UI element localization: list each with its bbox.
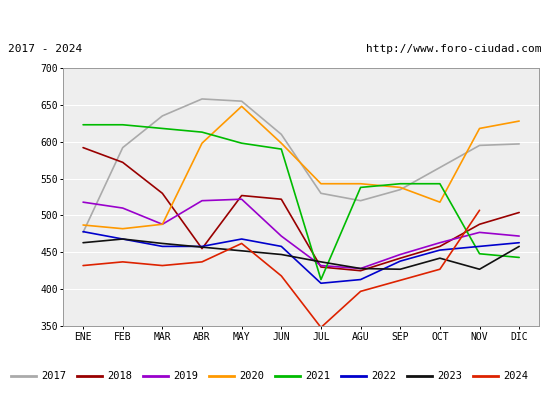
Text: Evolucion del paro registrado en El Espinar: Evolucion del paro registrado en El Espi… <box>95 10 455 24</box>
Text: 2020: 2020 <box>239 371 264 381</box>
Text: 2022: 2022 <box>371 371 396 381</box>
Text: 2021: 2021 <box>305 371 330 381</box>
Text: http://www.foro-ciudad.com: http://www.foro-ciudad.com <box>366 44 542 54</box>
Text: 2017 - 2024: 2017 - 2024 <box>8 44 82 54</box>
Text: 2019: 2019 <box>173 371 198 381</box>
Text: 2023: 2023 <box>437 371 462 381</box>
Text: 2024: 2024 <box>503 371 528 381</box>
Text: 2018: 2018 <box>107 371 132 381</box>
Text: 2017: 2017 <box>41 371 66 381</box>
